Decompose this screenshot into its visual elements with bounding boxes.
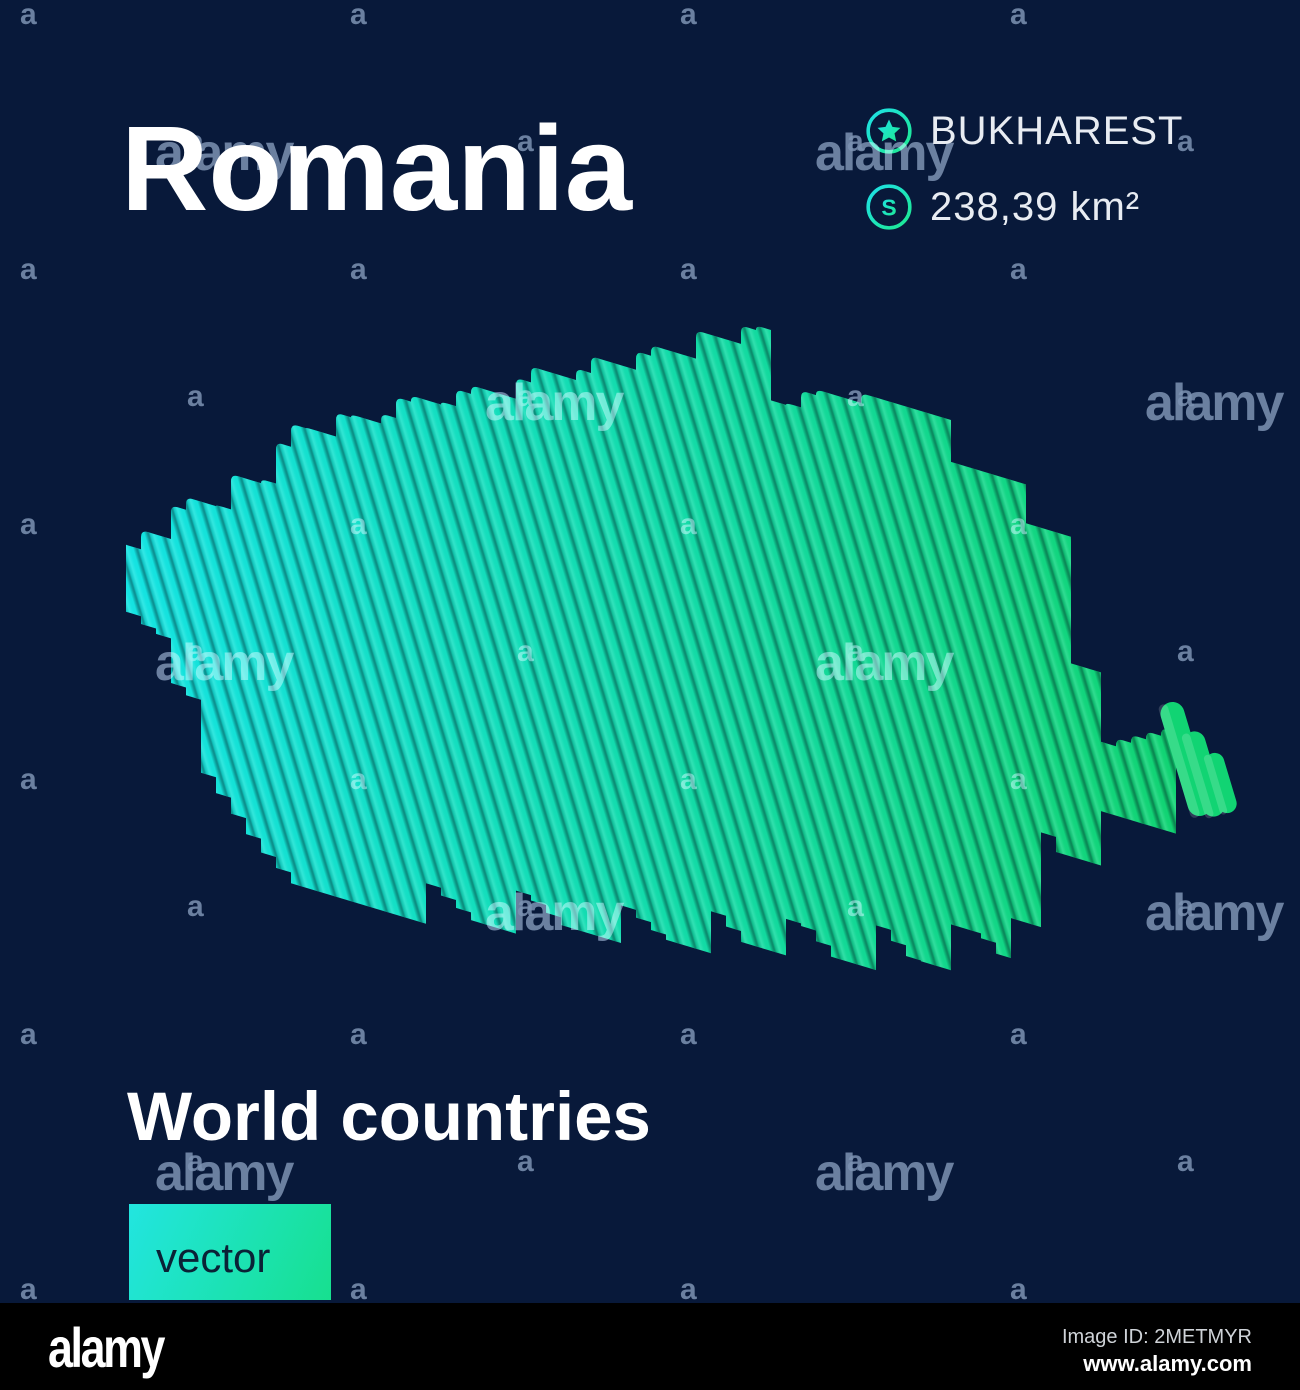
svg-text:S: S bbox=[881, 194, 896, 220]
